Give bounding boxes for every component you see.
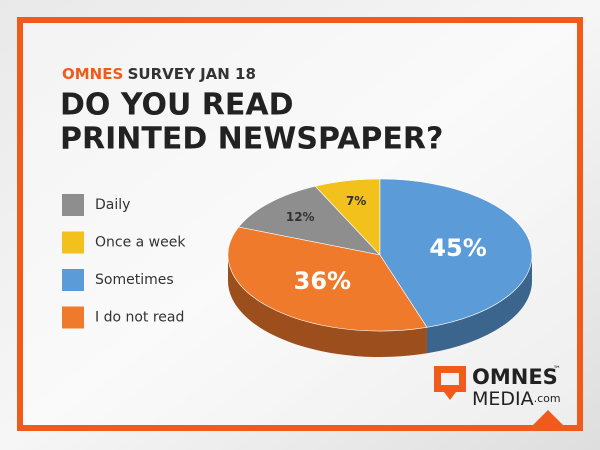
chart-title: PRINTED NEWSPAPER?: [60, 122, 443, 157]
slice-side: [228, 255, 427, 357]
logo-tm: ™: [553, 365, 561, 374]
legend-swatch: [62, 306, 84, 329]
legend-label: Daily: [95, 197, 130, 213]
logo-media: MEDIA: [472, 388, 534, 410]
legend-label: I do not read: [95, 310, 184, 326]
data-label: 36%: [294, 267, 351, 295]
logo-sub: MEDIA.com: [472, 388, 561, 410]
data-label: 7%: [346, 194, 366, 208]
logo: OMNES ™ MEDIA.com: [434, 365, 561, 410]
frame-notch: [530, 410, 566, 428]
slice: [238, 185, 381, 256]
data-label: 12%: [286, 210, 315, 224]
data-label: 45%: [429, 234, 486, 262]
subtitle-text: SURVEY JAN 18: [128, 65, 256, 83]
legend-swatch: [62, 269, 84, 291]
legend-swatch: [62, 194, 84, 216]
slice-side: [426, 255, 532, 354]
legend-label: Once a week: [95, 235, 186, 251]
legend-label: Sometimes: [95, 272, 174, 288]
legend-swatch: [62, 231, 84, 254]
subtitle-brand: OMNES: [62, 65, 123, 83]
slice: [227, 226, 428, 332]
chart-title: DO YOU READ: [60, 88, 294, 123]
subtitle: OMNES SURVEY JAN 18: [62, 65, 256, 83]
logo-domain: .com: [534, 392, 561, 405]
slice: [379, 178, 533, 328]
logo-icon: [434, 366, 466, 400]
logo-name: OMNES: [472, 365, 558, 389]
